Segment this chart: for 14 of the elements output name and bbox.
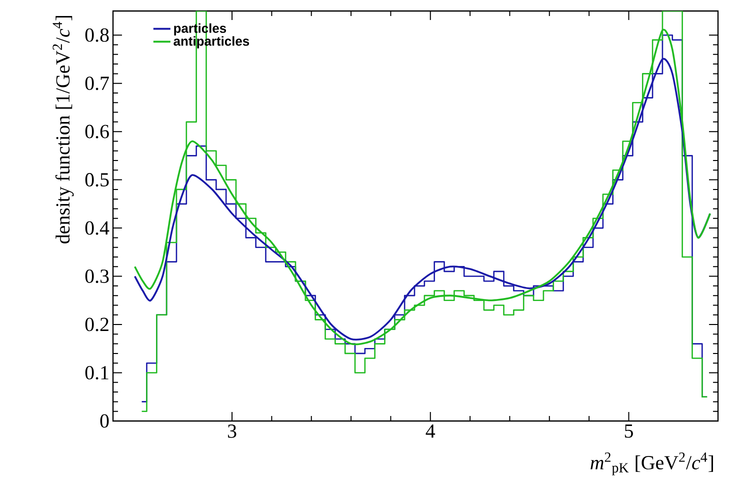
x-tick-label: 3: [228, 424, 236, 438]
y-axis-title: density function [1/GeV$^{2}$/c$^{4}$]: [52, 16, 74, 244]
y-tick-label: 0.7: [85, 76, 109, 90]
y-tick-label: 0.1: [85, 366, 108, 380]
y-tick-label: 0.4: [85, 221, 110, 235]
y-tick-label: 0: [100, 414, 109, 428]
x-tick-label: 4: [426, 424, 436, 438]
y-tick-label: 0.3: [85, 270, 109, 284]
text: m$^{2}$$_{pK}$ [GeV$^{2}$/c$^{4}$]: [590, 452, 714, 476]
y-tick-label: 0.2: [85, 318, 108, 332]
y-tick-label: 0.6: [85, 124, 109, 138]
x-tick-label: 5: [624, 424, 633, 438]
y-tick-label: 0.5: [85, 173, 109, 187]
y-tick-label: 0.8: [85, 28, 109, 42]
